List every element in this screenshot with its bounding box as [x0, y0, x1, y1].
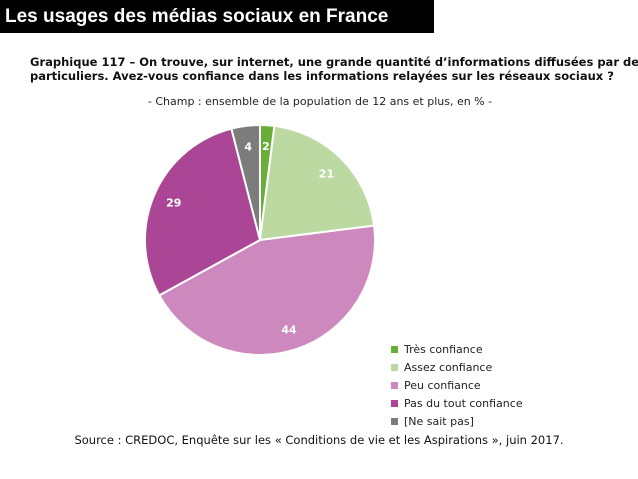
chart-title: Graphique 117 – On trouve, sur internet,… [30, 55, 638, 83]
pie-data-label-pas-du-tout-confiance: 29 [166, 197, 181, 210]
chart-title-line-1: Graphique 117 – On trouve, sur internet,… [30, 55, 638, 69]
legend-item-tres-confiance: Très confiance [391, 341, 523, 358]
legend-label: Peu confiance [404, 379, 481, 392]
legend-item-assez-confiance: Assez confiance [391, 359, 523, 376]
legend-swatch [391, 400, 398, 407]
legend-item-ne-sait-pas: [Ne sait pas] [391, 413, 523, 430]
legend-swatch [391, 364, 398, 371]
legend-swatch [391, 382, 398, 389]
chart-source: Source : CREDOC, Enquête sur les « Condi… [74, 433, 564, 447]
legend-swatch [391, 418, 398, 425]
pie-slice-pas-du-tout-confiance [144, 127, 262, 297]
pie-slice-ne-sait-pas [230, 123, 261, 241]
pie-data-label-tres-confiance: 2 [262, 140, 270, 153]
chart-legend: Très confiance Assez confiance Peu confian… [391, 341, 523, 431]
pie-data-label-peu-confiance: 44 [281, 323, 297, 336]
pie-slice-peu-confiance [157, 224, 376, 356]
chart-subtitle: - Champ : ensemble de la population de 1… [147, 95, 493, 108]
legend-label: [Ne sait pas] [404, 415, 474, 428]
legend-item-peu-confiance: Peu confiance [391, 377, 523, 394]
slide-title: Les usages des médias sociaux en France [0, 0, 434, 33]
legend-item-pas-du-tout-confiance: Pas du tout confiance [391, 395, 523, 412]
legend-label: Assez confiance [404, 361, 493, 374]
pie-data-label-assez-confiance: 21 [319, 168, 334, 181]
legend-label: Pas du tout confiance [404, 397, 523, 410]
chart-title-line-2: particuliers. Avez-vous confiance dans l… [30, 69, 614, 83]
pie-data-label-ne-sait-pas: 4 [244, 141, 252, 154]
legend-label: Très confiance [404, 343, 483, 356]
pie-slice-assez-confiance [258, 124, 376, 242]
legend-swatch [391, 346, 398, 353]
